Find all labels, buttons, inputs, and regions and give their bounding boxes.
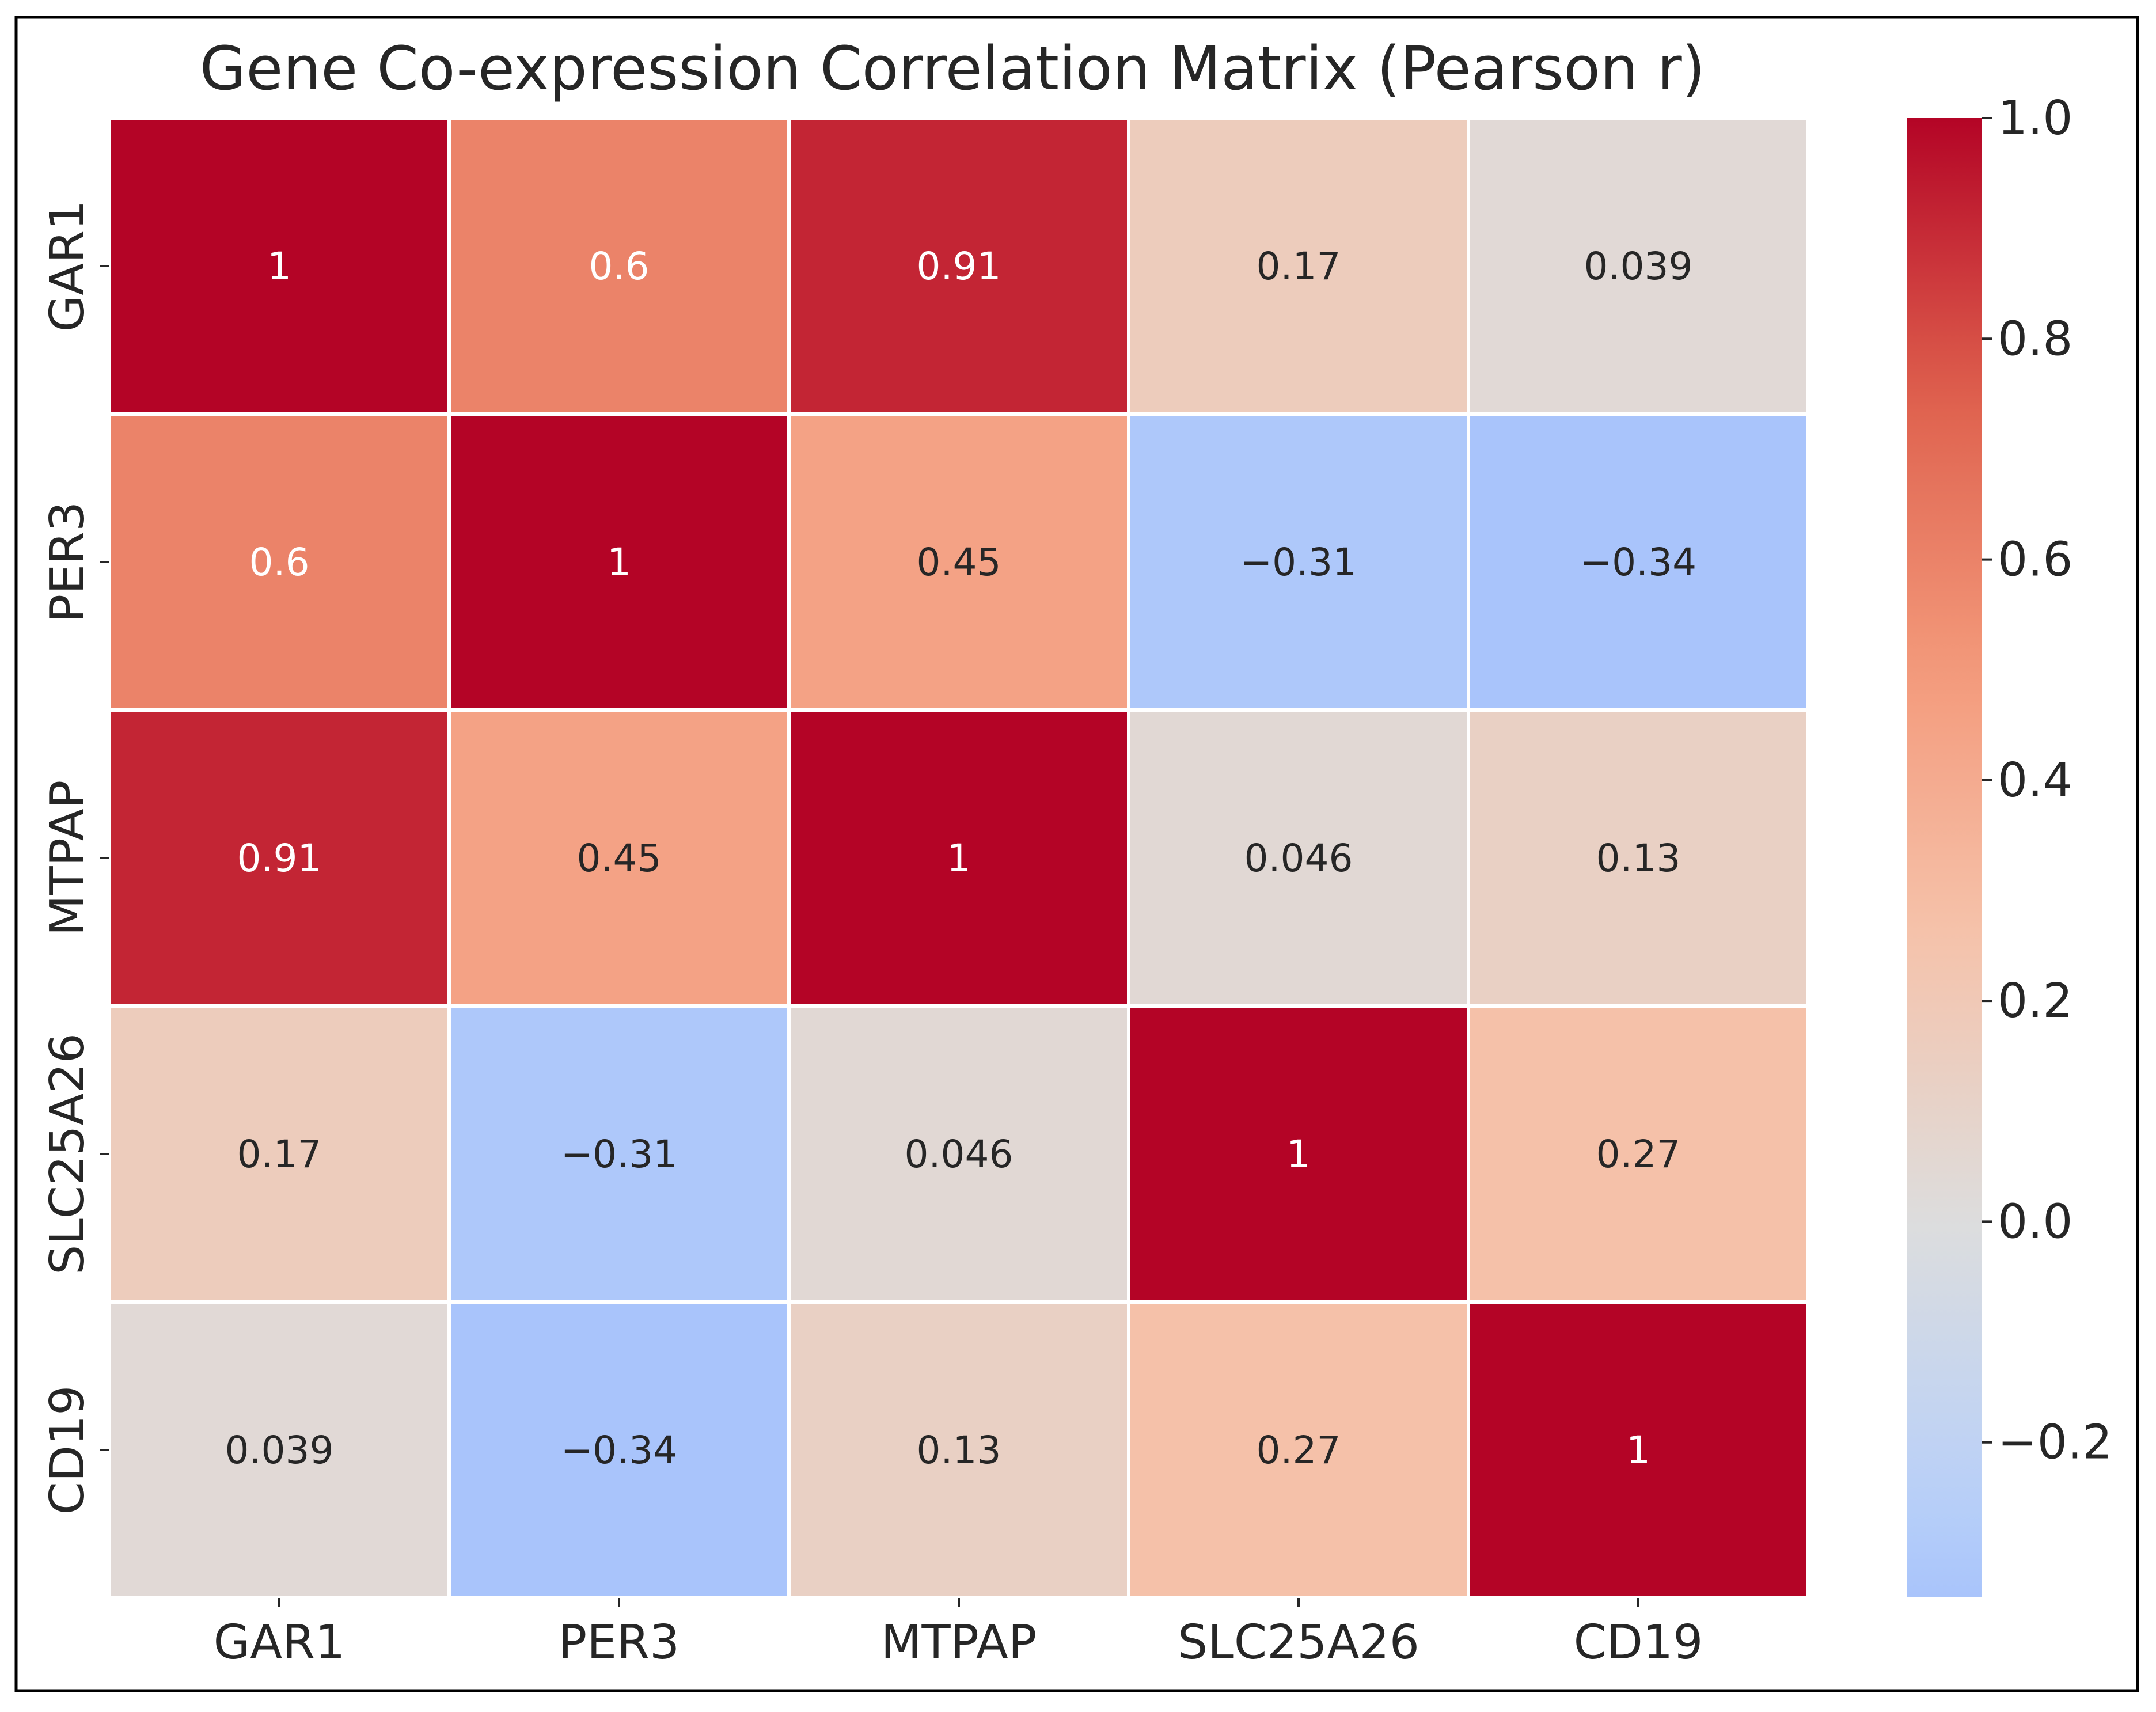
heatmap-cell-0-3	[1127, 116, 1470, 416]
y-tick-label-3: SLC25A26	[40, 1033, 95, 1275]
heatmap-cell-4-4	[1467, 1300, 1810, 1600]
y-tick-label-0: GAR1	[40, 200, 95, 332]
cell-label-1-0: 0.6	[249, 540, 310, 584]
chart-title: Gene Co-expression Correlation Matrix (P…	[200, 33, 1705, 104]
x-tick-label-1: PER3	[559, 1615, 680, 1670]
heatmap-cells	[108, 116, 1810, 1600]
x-axis: GAR1 PER3 MTPAP SLC25A26 CD19	[214, 1598, 1703, 1670]
heatmap-cell-1-1	[447, 412, 791, 712]
cell-label-1-1: 1	[607, 540, 631, 584]
cell-label-1-2: 0.45	[917, 540, 1001, 584]
cell-label-3-0: 0.17	[237, 1132, 322, 1176]
heatmap-cell-1-4	[1467, 412, 1810, 712]
heatmap-cell-2-1	[447, 708, 791, 1008]
cell-label-0-3: 0.17	[1257, 244, 1341, 289]
colorbar-tick-label-5: 0.0	[1998, 1194, 2073, 1249]
heatmap-cell-2-3	[1127, 708, 1470, 1008]
heatmap-cell-0-1	[447, 116, 791, 416]
heatmap-cell-4-1	[447, 1300, 791, 1600]
cell-label-1-3: −0.31	[1240, 540, 1357, 584]
cell-label-3-1: −0.31	[561, 1132, 677, 1176]
colorbar-tick-label-6: −0.2	[1998, 1415, 2112, 1470]
heatmap-cell-1-3	[1127, 412, 1470, 712]
heatmap-cell-4-0	[108, 1300, 451, 1600]
cell-label-3-2: 0.046	[905, 1132, 1014, 1176]
cell-label-4-1: −0.34	[561, 1428, 677, 1472]
x-tick-label-0: GAR1	[214, 1615, 346, 1670]
colorbar-tick-label-1: 0.8	[1998, 312, 2073, 366]
cell-label-4-3: 0.27	[1257, 1428, 1341, 1472]
cell-label-3-4: 0.27	[1596, 1132, 1681, 1176]
colorbar-tick-label-2: 0.6	[1998, 533, 2073, 587]
cell-label-2-3: 0.046	[1244, 836, 1353, 880]
heatmap-cell-4-3	[1127, 1300, 1470, 1600]
colorbar	[1907, 118, 1982, 1597]
heatmap-cell-2-4	[1467, 708, 1810, 1008]
colorbar-axis: 1.0 0.8 0.6 0.4 0.2 0.0 −0.2	[1982, 91, 2112, 1470]
x-tick-label-3: SLC25A26	[1178, 1615, 1419, 1670]
colorbar-tick-label-0: 1.0	[1998, 91, 2073, 146]
heatmap-cell-0-0	[108, 116, 451, 416]
cell-label-0-0: 1	[267, 244, 291, 289]
y-tick-label-4: CD19	[40, 1385, 95, 1515]
cell-label-4-2: 0.13	[917, 1428, 1001, 1472]
cell-label-2-1: 0.45	[577, 836, 662, 880]
cell-label-2-2: 1	[947, 836, 971, 880]
y-tick-label-2: MTPAP	[40, 780, 95, 936]
cell-label-0-1: 0.6	[589, 244, 650, 289]
cell-label-4-0: 0.039	[225, 1428, 334, 1472]
heatmap-cell-0-4	[1467, 116, 1810, 416]
heatmap-cell-3-4	[1467, 1004, 1810, 1304]
colorbar-tick-label-3: 0.4	[1998, 753, 2073, 808]
colorbar-tick-label-4: 0.2	[1998, 974, 2073, 1028]
cell-label-1-4: −0.34	[1580, 540, 1696, 584]
cell-label-2-0: 0.91	[237, 836, 322, 880]
heatmap-annotations: 1 0.6 0.91 0.17 0.039 0.6 1 0.45 −0.31 −0.34 0.91 0…	[225, 244, 1697, 1472]
heatmap-cell-2-2	[787, 708, 1130, 1008]
heatmap-cell-3-3	[1127, 1004, 1470, 1304]
y-tick-label-1: PER3	[40, 502, 95, 622]
cell-label-3-3: 1	[1286, 1132, 1311, 1176]
x-tick-label-4: CD19	[1574, 1615, 1703, 1670]
heatmap-cell-3-0	[108, 1004, 451, 1304]
cell-label-0-2: 0.91	[917, 244, 1001, 289]
heatmap-cell-3-2	[787, 1004, 1130, 1304]
heatmap-cell-0-2	[787, 116, 1130, 416]
cell-label-2-4: 0.13	[1596, 836, 1681, 880]
x-tick-label-2: MTPAP	[881, 1615, 1037, 1670]
cell-label-4-4: 1	[1626, 1428, 1650, 1472]
heatmap-cell-2-0	[108, 708, 451, 1008]
cell-label-0-4: 0.039	[1584, 244, 1693, 289]
y-axis: GAR1 PER3 MTPAP SLC25A26 CD19	[40, 200, 109, 1515]
heatmap-cell-3-1	[447, 1004, 791, 1304]
